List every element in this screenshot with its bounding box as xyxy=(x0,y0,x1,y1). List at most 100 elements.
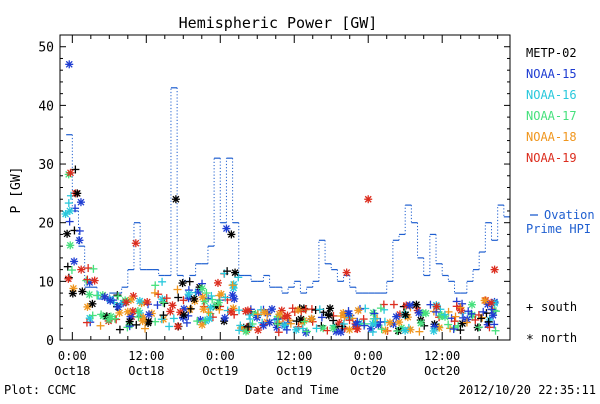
south-data-point xyxy=(487,305,496,314)
north-data-point xyxy=(401,310,410,319)
south-data-point xyxy=(64,199,73,208)
scatter-points xyxy=(61,60,500,337)
south-data-point xyxy=(288,304,297,313)
south-data-point xyxy=(450,317,459,326)
south-data-point xyxy=(234,273,243,282)
north-data-point xyxy=(406,325,415,334)
north-data-point xyxy=(114,302,123,311)
north-data-point xyxy=(344,309,353,318)
legend-south-glyph: + xyxy=(526,300,533,314)
south-data-point xyxy=(114,292,123,301)
north-data-point xyxy=(385,318,394,327)
south-data-point xyxy=(490,320,499,329)
south-data-point xyxy=(150,288,159,297)
south-data-point xyxy=(440,310,449,319)
south-data-point xyxy=(458,299,467,308)
x-axis-label: Date and Time xyxy=(245,383,339,397)
south-data-point xyxy=(186,304,195,313)
south-data-point xyxy=(96,321,105,330)
south-data-point xyxy=(113,291,122,300)
north-data-point xyxy=(231,268,240,277)
south-data-point xyxy=(235,326,244,335)
footer-timestamp: 2012/10/20 22:35:11 xyxy=(459,383,596,397)
north-data-point xyxy=(190,294,199,303)
south-data-point xyxy=(207,291,216,300)
south-data-point xyxy=(158,277,167,286)
north-data-point xyxy=(281,321,290,330)
x-tick-date-label: Oct20 xyxy=(424,364,460,378)
south-data-point xyxy=(215,291,224,300)
south-data-point xyxy=(253,310,262,319)
north-data-point xyxy=(429,326,438,335)
footer-plot-source: Plot: CCMC xyxy=(4,383,76,397)
north-data-point xyxy=(123,307,132,316)
north-data-point xyxy=(61,209,70,218)
south-data-point xyxy=(193,317,202,326)
south-data-point xyxy=(204,308,213,317)
south-data-point xyxy=(282,325,291,334)
south-data-point xyxy=(151,317,160,326)
north-data-point xyxy=(199,305,208,314)
legend: METP-02 NOAA-15 NOAA-16 NOAA-17 NOAA-18 … xyxy=(526,46,595,348)
north-data-point xyxy=(78,287,87,296)
south-data-point xyxy=(368,327,377,336)
legend-noaa-15: NOAA-15 xyxy=(526,67,577,81)
south-data-point xyxy=(317,313,326,322)
south-data-point xyxy=(141,324,150,333)
south-data-point xyxy=(485,323,494,332)
north-data-point xyxy=(64,274,73,283)
x-tick-time-label: 12:00 xyxy=(424,349,460,363)
south-data-point xyxy=(286,319,295,328)
north-data-point xyxy=(416,319,425,328)
legend-noaa-16: NOAA-16 xyxy=(526,88,577,102)
south-data-point xyxy=(329,316,338,325)
south-data-point xyxy=(67,266,76,275)
north-data-point xyxy=(487,298,496,307)
x-tick-time-label: 12:00 xyxy=(128,349,164,363)
south-data-point xyxy=(484,317,493,326)
north-data-point xyxy=(401,326,410,335)
north-data-point xyxy=(301,328,310,337)
north-data-point xyxy=(241,327,250,336)
south-data-point xyxy=(312,324,321,333)
north-data-point xyxy=(144,310,153,319)
north-data-point xyxy=(166,307,175,316)
south-data-point xyxy=(208,295,217,304)
north-data-point xyxy=(185,305,194,314)
south-data-point xyxy=(153,301,162,310)
y-tick-label: 30 xyxy=(38,158,54,173)
south-data-point xyxy=(221,293,230,302)
north-data-point xyxy=(421,309,430,318)
legend-north-label: north xyxy=(541,331,577,345)
south-data-point xyxy=(65,217,74,226)
south-data-point xyxy=(376,304,385,313)
north-data-point xyxy=(253,313,262,322)
y-tick-label: 20 xyxy=(38,217,54,232)
north-data-point xyxy=(432,302,441,311)
south-data-point xyxy=(223,267,232,276)
south-data-point xyxy=(377,325,386,334)
south-data-point xyxy=(159,298,168,307)
north-data-point xyxy=(125,317,134,326)
south-data-point xyxy=(157,315,166,324)
chart-title: Hemispheric Power [GW] xyxy=(179,14,378,32)
north-data-point xyxy=(458,319,467,328)
south-data-point xyxy=(415,327,424,336)
south-data-point xyxy=(302,327,311,336)
south-data-point xyxy=(134,313,143,322)
north-data-point xyxy=(489,311,498,320)
north-data-point xyxy=(90,276,99,285)
south-data-point xyxy=(82,276,91,285)
x-tick-time-label: 0:00 xyxy=(206,349,235,363)
south-data-point xyxy=(462,318,471,327)
south-data-point xyxy=(456,326,465,335)
north-data-point xyxy=(260,308,269,317)
x-tick-date-label: Oct18 xyxy=(54,364,90,378)
north-data-point xyxy=(178,279,187,288)
south-data-point xyxy=(491,326,500,335)
legend-noaa-17: NOAA-17 xyxy=(526,109,577,123)
south-data-point xyxy=(132,320,141,329)
south-data-point xyxy=(236,321,245,330)
north-data-point xyxy=(229,280,238,289)
